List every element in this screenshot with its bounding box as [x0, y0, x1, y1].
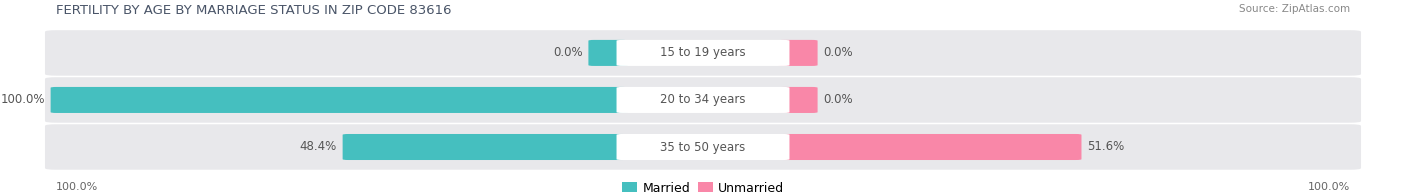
Text: 0.0%: 0.0% — [824, 46, 853, 59]
FancyBboxPatch shape — [616, 134, 790, 160]
FancyBboxPatch shape — [616, 40, 790, 66]
Text: 15 to 19 years: 15 to 19 years — [661, 46, 745, 59]
Text: 20 to 34 years: 20 to 34 years — [661, 93, 745, 106]
FancyBboxPatch shape — [779, 87, 818, 113]
FancyBboxPatch shape — [45, 77, 1361, 123]
Text: 35 to 50 years: 35 to 50 years — [661, 141, 745, 153]
Text: 51.6%: 51.6% — [1087, 141, 1125, 153]
FancyBboxPatch shape — [45, 30, 1361, 76]
Text: FERTILITY BY AGE BY MARRIAGE STATUS IN ZIP CODE 83616: FERTILITY BY AGE BY MARRIAGE STATUS IN Z… — [56, 4, 451, 17]
FancyBboxPatch shape — [45, 124, 1361, 170]
Text: Source: ZipAtlas.com: Source: ZipAtlas.com — [1239, 4, 1350, 14]
FancyBboxPatch shape — [779, 40, 818, 66]
Legend: Married, Unmarried: Married, Unmarried — [617, 177, 789, 196]
FancyBboxPatch shape — [51, 87, 627, 113]
Text: 100.0%: 100.0% — [0, 93, 45, 106]
FancyBboxPatch shape — [343, 134, 627, 160]
FancyBboxPatch shape — [616, 87, 790, 113]
Text: 100.0%: 100.0% — [1308, 182, 1350, 192]
Text: 0.0%: 0.0% — [553, 46, 582, 59]
Text: 48.4%: 48.4% — [299, 141, 337, 153]
FancyBboxPatch shape — [779, 134, 1081, 160]
FancyBboxPatch shape — [588, 40, 627, 66]
Text: 100.0%: 100.0% — [56, 182, 98, 192]
Text: 0.0%: 0.0% — [824, 93, 853, 106]
